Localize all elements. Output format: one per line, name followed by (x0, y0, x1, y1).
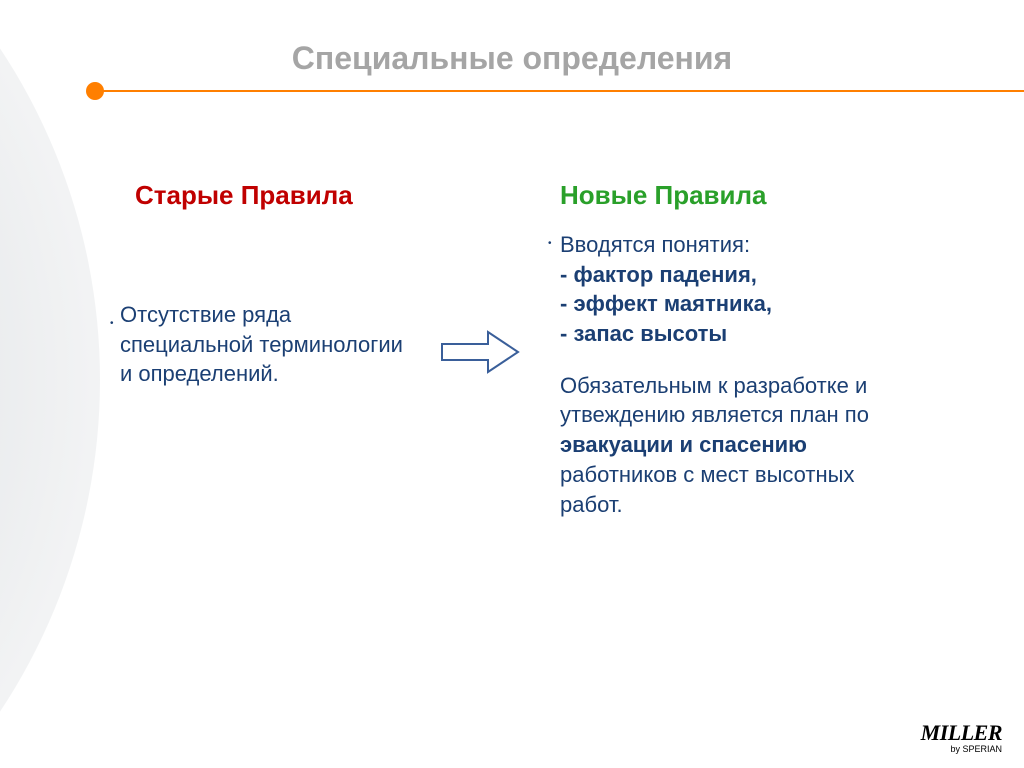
new-paragraph-2: Обязательным к разработке и утвеждению я… (560, 371, 910, 519)
logo: MILLER by SPERIAN (921, 720, 1002, 754)
side-gradient-arc (0, 0, 100, 768)
slide: Специальные определения Старые Правила Н… (0, 0, 1024, 768)
bullet-dot-icon: • (110, 318, 114, 329)
logo-brand: MILLER (921, 720, 1002, 746)
p2-part-b: работников с мест высотных работ. (560, 462, 854, 517)
spacer (560, 349, 910, 371)
arrow-icon (440, 330, 520, 379)
old-rules-heading: Старые Правила (135, 180, 353, 211)
divider-bullet-icon (86, 82, 104, 100)
old-rules-body: Отсутствие ряда специальной терминологии… (120, 300, 420, 389)
new-bullet-3: - запас высоты (560, 319, 910, 349)
p2-emphasis: эвакуации и спасению (560, 432, 807, 457)
bullet-dot-icon: • (548, 238, 552, 249)
p2-part-a: Обязательным к разработке и утвеждению я… (560, 373, 869, 428)
new-bullet-1: - фактор падения, (560, 260, 910, 290)
new-intro: Вводятся понятия: (560, 230, 910, 260)
new-rules-body: Вводятся понятия: - фактор падения, - эф… (560, 230, 910, 519)
new-bullet-2: - эффект маятника, (560, 289, 910, 319)
divider-line (96, 90, 1024, 92)
new-rules-heading: Новые Правила (560, 180, 767, 211)
slide-title: Специальные определения (0, 40, 1024, 77)
